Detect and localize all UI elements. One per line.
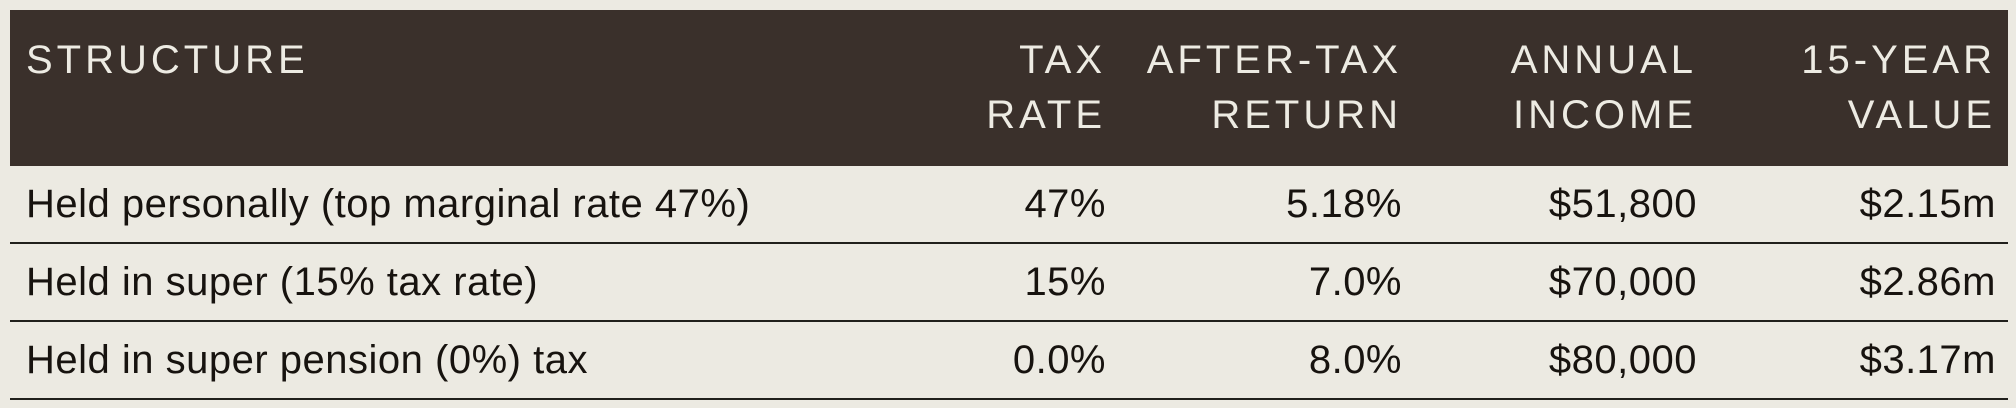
table-row-held-in-super: Held in super (15% tax rate) 15% 7.0% $7… xyxy=(10,243,2008,322)
cell-annual-income: $80,000 xyxy=(1402,321,1697,400)
cell-15-year-value: $2.86m xyxy=(1697,243,2008,322)
cell-after-tax-return: 5.18% xyxy=(1106,166,1402,244)
tax-structure-table-wrap: STRUCTURE TAX RATE AFTER-TAX RETURN ANNU… xyxy=(10,10,2008,400)
cell-15-year-value: $2.15m xyxy=(1697,166,2008,244)
table-row-held-personally: Held personally (top marginal rate 47%) … xyxy=(10,166,2008,244)
table-header-row: STRUCTURE TAX RATE AFTER-TAX RETURN ANNU… xyxy=(10,10,2008,166)
header-after-tax-return: AFTER-TAX RETURN xyxy=(1106,10,1402,166)
cell-annual-income: $51,800 xyxy=(1402,166,1697,244)
cell-after-tax-return: 8.0% xyxy=(1106,321,1402,400)
table-header: STRUCTURE TAX RATE AFTER-TAX RETURN ANNU… xyxy=(10,10,2008,166)
cell-tax-rate: 47% xyxy=(856,166,1106,244)
cell-after-tax-return: 7.0% xyxy=(1106,243,1402,322)
header-annual-income: ANNUAL INCOME xyxy=(1402,10,1697,166)
cell-15-year-value: $3.17m xyxy=(1697,321,2008,400)
cell-annual-income: $70,000 xyxy=(1402,243,1697,322)
header-structure: STRUCTURE xyxy=(10,10,856,166)
tax-structure-table: STRUCTURE TAX RATE AFTER-TAX RETURN ANNU… xyxy=(10,10,2008,400)
cell-structure: Held personally (top marginal rate 47%) xyxy=(10,166,856,244)
cell-structure: Held in super pension (0%) tax xyxy=(10,321,856,400)
table-row-held-in-super-pension: Held in super pension (0%) tax 0.0% 8.0%… xyxy=(10,321,2008,400)
header-15-year-value: 15-YEAR VALUE xyxy=(1697,10,2008,166)
cell-structure: Held in super (15% tax rate) xyxy=(10,243,856,322)
cell-tax-rate: 0.0% xyxy=(856,321,1106,400)
table-body: Held personally (top marginal rate 47%) … xyxy=(10,166,2008,400)
header-tax-rate: TAX RATE xyxy=(856,10,1106,166)
cell-tax-rate: 15% xyxy=(856,243,1106,322)
